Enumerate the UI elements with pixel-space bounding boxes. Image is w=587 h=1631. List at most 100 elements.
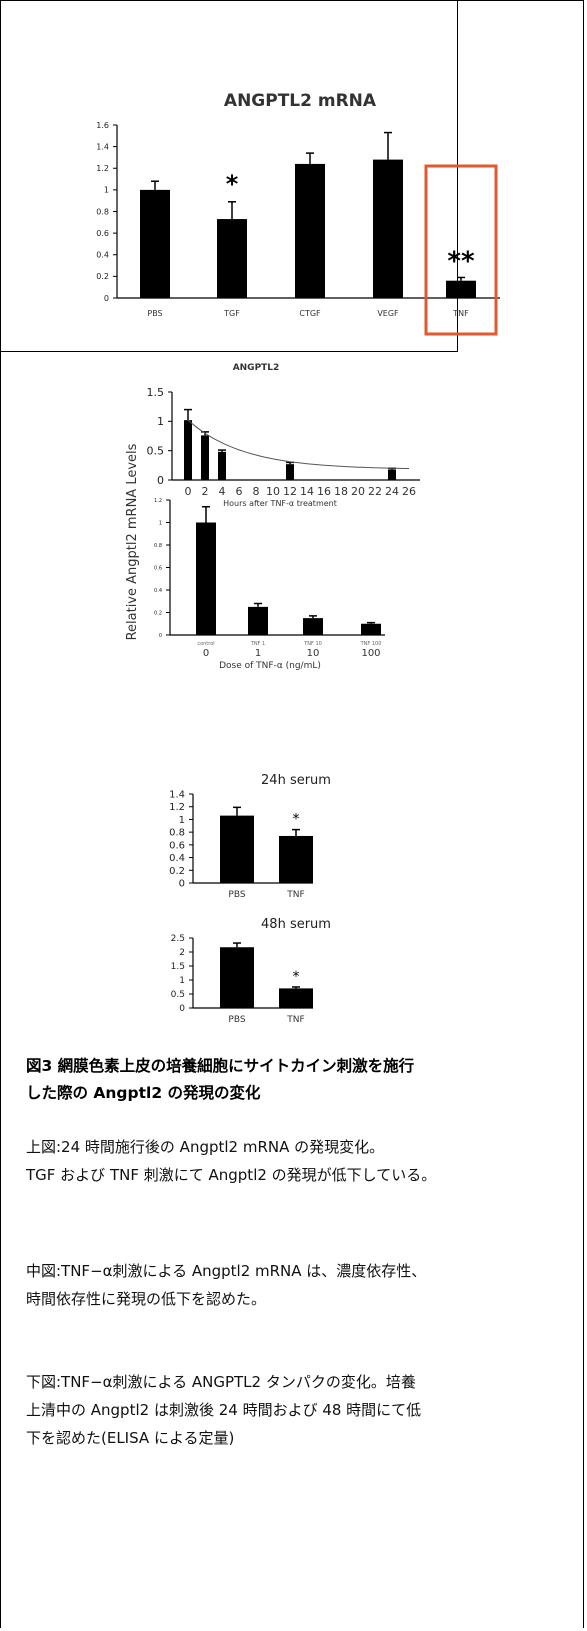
x-tick-label: 0 [203, 648, 209, 659]
paragraph-middle-figure: 中図:TNF−α刺激による Angptl2 mRNA は、濃度依存性、 時間依存… [26, 1257, 566, 1313]
y-tick-label: 0 [179, 1004, 185, 1014]
y-tick-label: 0.6 [154, 565, 162, 571]
chart-time-course: ANGPTL2 Relative Angptl2 mRNA Levels 0 0.5 1… [125, 363, 420, 671]
y-tick-label: 0.6 [96, 229, 109, 238]
x-tick-label: PBS [228, 890, 245, 900]
bar [279, 988, 313, 1008]
y-axis-label: Relative Angptl2 mRNA Levels [125, 443, 140, 640]
trend-line [187, 419, 409, 469]
bar [446, 280, 476, 298]
bar [196, 522, 216, 635]
bar [220, 947, 254, 1008]
paragraph-top-figure: 上図:24 時間施行後の Angptl2 mRNA の発現変化。 TGF および… [26, 1133, 566, 1189]
y-tick-label: 0 [179, 879, 185, 890]
paragraph-line: 上図:24 時間施行後の Angptl2 mRNA の発現変化。 [26, 1138, 385, 1156]
bar [184, 420, 192, 480]
x-tick-label: 16 [317, 485, 331, 498]
chart-title: 48h serum [261, 917, 331, 932]
y-tick-label: 1.2 [154, 498, 162, 504]
significance-marker: * [293, 812, 300, 828]
chart-48h-serum: 48h serum 0 0.5 1 1.5 2 2.5 PBS * TNF [171, 917, 331, 1025]
x-tick-label: 8 [253, 485, 260, 498]
figure-caption: 図3 網膜色素上皮の培養細胞にサイトカイン刺激を施行 した際の Angptl2 … [26, 1053, 566, 1107]
y-tick-label: 0.4 [154, 588, 162, 594]
y-tick-label: 1.2 [169, 802, 185, 813]
chart-angptl2-mrna: ANGPTL2 mRNA 0 0.2 0.4 0.6 0.8 1 1.2 1.4 1.6 PBS * T… [96, 91, 500, 336]
y-tick-label: 1.5 [171, 962, 185, 972]
x-tick-label: 26 [402, 485, 416, 498]
y-tick-label: 0.5 [171, 990, 185, 1000]
x-tick-label: 0 [185, 485, 192, 498]
bar [248, 606, 268, 635]
paragraph-line: 下を認めた(ELISA による定量) [26, 1429, 235, 1447]
y-tick-label: 1 [179, 815, 185, 826]
x-tick-label: 20 [351, 485, 365, 498]
x-tick-label: 100 [361, 648, 380, 659]
bar [286, 464, 294, 480]
x-tick-label: 6 [236, 485, 243, 498]
x-tick-label: TNF [286, 890, 304, 900]
x-axis-label: Hours after TNF-α treatment [223, 499, 337, 508]
y-tick-label: 1.6 [96, 121, 109, 130]
bar [388, 469, 396, 480]
paragraph-bottom-figure: 下図:TNF−α刺激による ANGPTL2 タンパクの変化。培養 上清中の An… [26, 1368, 566, 1452]
paragraph-line: 下図:TNF−α刺激による ANGPTL2 タンパクの変化。培養 [26, 1373, 416, 1391]
significance-marker: ** [447, 246, 475, 276]
y-tick-label: 0.8 [169, 828, 185, 839]
y-tick-label: 1 [157, 415, 164, 428]
significance-marker: * [226, 170, 239, 198]
x-tick-label: 24 [385, 485, 399, 498]
x-tick-label: 12 [283, 485, 297, 498]
x-tick-sublabel: control [197, 641, 214, 647]
bar [303, 618, 323, 635]
y-tick-label: 0 [157, 474, 164, 487]
x-tick-sublabel: TNF 1 [250, 641, 265, 647]
caption-line-1: 図3 網膜色素上皮の培養細胞にサイトカイン刺激を施行 [26, 1057, 415, 1075]
highlight-box [424, 164, 498, 336]
paragraph-line: 上清中の Angptl2 は刺激後 24 時間および 48 時間にて低 [26, 1401, 422, 1419]
x-tick-label: PBS [228, 1015, 245, 1025]
y-tick-label: 1 [104, 186, 109, 195]
y-tick-label: 0.8 [96, 207, 109, 216]
caption-line-2: した際の Angptl2 の発現の変化 [26, 1084, 261, 1102]
bar [373, 159, 403, 298]
y-tick-label: 2.5 [171, 934, 185, 944]
x-tick-label: 1 [255, 648, 261, 659]
y-tick-label: 0.2 [96, 272, 109, 281]
top-figure-panel [0, 0, 458, 352]
y-tick-label: 0 [159, 633, 162, 639]
x-tick-label: 18 [334, 485, 348, 498]
y-tick-label: 0.5 [147, 445, 165, 458]
paragraph-line: 時間依存性に発現の低下を認めた。 [26, 1290, 267, 1308]
x-tick-label: VEGF [377, 309, 399, 318]
x-tick-label: 4 [219, 485, 226, 498]
chart-title: 24h serum [261, 773, 331, 788]
y-tick-label: 0.2 [154, 610, 162, 616]
y-tick-label: 0.4 [96, 251, 109, 260]
y-tick-label: 1.2 [96, 164, 109, 173]
x-tick-label: 22 [368, 485, 382, 498]
chart-title: ANGPTL2 mRNA [224, 91, 377, 111]
x-tick-label: PBS [147, 309, 162, 318]
y-tick-label: 0.2 [169, 866, 185, 877]
y-tick-label: 0 [104, 294, 109, 303]
y-tick-label: 0.4 [169, 853, 185, 864]
x-tick-sublabel: TNF 10 [303, 641, 322, 647]
bar [140, 189, 170, 298]
bar [217, 219, 247, 298]
x-tick-label: CTGF [299, 309, 321, 318]
bar [279, 835, 313, 883]
x-tick-label: 14 [300, 485, 314, 498]
x-tick-label: 2 [202, 485, 209, 498]
y-tick-label: 1 [159, 520, 162, 526]
paragraph-line: TGF および TNF 刺激にて Angptl2 の発現が低下している。 [26, 1166, 437, 1184]
chart-title: ANGPTL2 [233, 363, 280, 373]
y-tick-label: 1 [179, 976, 185, 986]
bar [201, 435, 209, 480]
chart-24h-serum: 24h serum 0 0.2 0.4 0.60.8 1 1.21.4 PBS * TNF [169, 773, 331, 900]
x-tick-label: TNF [286, 1015, 304, 1025]
bar [295, 163, 325, 298]
bar [361, 623, 381, 635]
y-tick-label: 2 [179, 948, 185, 958]
